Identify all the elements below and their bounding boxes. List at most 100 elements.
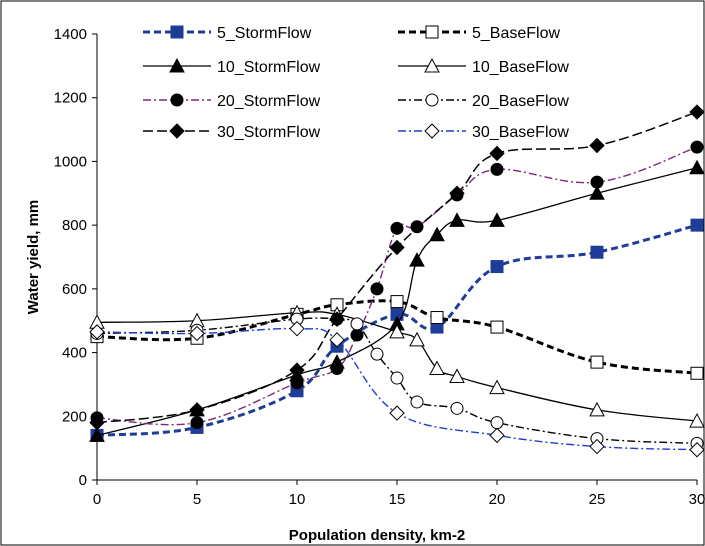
series-line-30-baseflow — [96, 327, 698, 451]
data-point-20-baseflow — [370, 347, 384, 361]
data-point-10-stormflow — [429, 226, 445, 242]
legend-marker-20-baseflow — [425, 93, 439, 107]
data-point-30-stormflow — [289, 362, 305, 378]
legend-marker-5-stormflow — [170, 25, 184, 39]
x-tick-label: 25 — [589, 491, 606, 508]
data-point-5-baseflow — [690, 366, 704, 380]
data-point-20-stormflow — [690, 140, 704, 154]
data-point-10-baseflow — [409, 331, 425, 347]
x-tick-label: 0 — [93, 491, 101, 508]
data-point-10-baseflow — [689, 413, 705, 428]
x-axis-title: Population density, km-2 — [289, 527, 465, 544]
data-point-10-baseflow — [429, 360, 445, 375]
data-point-5-baseflow — [390, 295, 404, 309]
series-10-stormflow — [89, 159, 705, 442]
data-point-30-baseflow — [89, 324, 105, 340]
data-point-10-stormflow — [689, 159, 705, 175]
data-point-20-stormflow — [190, 416, 204, 430]
data-point-10-stormflow — [449, 212, 465, 227]
legend-item-20-baseflow: 20_BaseFlow — [398, 93, 569, 110]
data-point-5-stormflow — [490, 260, 504, 274]
data-point-10-stormflow — [409, 252, 425, 267]
data-point-20-stormflow — [370, 282, 384, 296]
data-point-10-baseflow — [589, 401, 605, 417]
legend-marker-10-baseflow — [424, 57, 440, 73]
data-point-30-baseflow — [389, 405, 405, 421]
data-point-20-stormflow — [590, 175, 604, 189]
y-tick-label: 400 — [62, 345, 87, 362]
data-point-20-baseflow — [410, 395, 424, 409]
x-tick-label: 10 — [289, 491, 306, 508]
data-point-10-stormflow — [589, 185, 605, 200]
x-tick-label: 30 — [689, 491, 705, 508]
legend-item-5-baseflow: 5_BaseFlow — [398, 25, 560, 42]
legend-item-10-baseflow: 10_BaseFlow — [398, 57, 569, 76]
legend-item-10-stormflow: 10_StormFlow — [143, 57, 321, 76]
x-tick-label: 20 — [489, 491, 506, 508]
data-point-30-stormflow — [689, 104, 705, 120]
data-point-20-stormflow — [410, 220, 424, 234]
legend-item-20-stormflow: 20_StormFlow — [143, 93, 321, 110]
y-tick-label: 200 — [62, 408, 87, 425]
legend-marker-30-baseflow — [424, 123, 440, 139]
legend-marker-20-stormflow — [170, 93, 184, 107]
y-tick-label: 600 — [62, 281, 87, 298]
y-tick-label: 800 — [62, 217, 87, 234]
legend-label-5-baseflow: 5_BaseFlow — [472, 25, 560, 42]
series-30-stormflow — [89, 104, 705, 431]
data-point-30-stormflow — [589, 137, 605, 154]
data-point-30-stormflow — [489, 145, 505, 162]
data-point-10-stormflow — [89, 427, 105, 442]
data-point-30-baseflow — [589, 438, 605, 455]
data-point-30-baseflow — [289, 320, 305, 337]
legend-item-5-stormflow: 5_StormFlow — [143, 25, 312, 42]
legend-label-10-stormflow: 10_StormFlow — [217, 59, 321, 76]
y-tick-label: 1000 — [54, 153, 87, 170]
data-point-30-baseflow — [689, 442, 705, 458]
data-point-10-stormflow — [489, 212, 505, 227]
legend-label-30-baseflow: 30_BaseFlow — [472, 124, 569, 141]
x-axis-ticks: 0 5 10 15 20 25 30 — [93, 480, 705, 508]
data-point-10-baseflow — [389, 323, 405, 339]
data-point-30-stormflow — [449, 185, 465, 201]
legend-label-20-stormflow: 20_StormFlow — [217, 93, 321, 110]
series-line-20-baseflow — [96, 317, 698, 445]
y-tick-label: 0 — [79, 472, 87, 489]
data-point-30-stormflow — [389, 239, 405, 256]
legend-label-10-baseflow: 10_BaseFlow — [472, 59, 569, 76]
data-point-20-baseflow — [350, 317, 364, 331]
data-point-20-baseflow — [450, 401, 464, 415]
y-axis-title: Water yield, mm — [25, 200, 42, 314]
legend-marker-10-stormflow — [169, 57, 185, 73]
data-point-30-stormflow — [89, 414, 105, 431]
data-point-5-baseflow — [590, 355, 604, 369]
series-layer — [89, 104, 705, 458]
data-point-20-stormflow — [390, 221, 404, 235]
data-point-30-baseflow — [189, 325, 205, 342]
data-point-5-stormflow — [690, 218, 704, 232]
legend-label-20-baseflow: 20_BaseFlow — [472, 93, 569, 110]
series-line-5-baseflow — [96, 299, 698, 375]
data-point-20-stormflow — [330, 362, 344, 375]
x-tick-label: 5 — [193, 491, 201, 508]
data-point-20-baseflow — [490, 416, 504, 430]
legend-item-30-stormflow: 30_StormFlow — [143, 123, 321, 141]
legend-marker-5-baseflow — [425, 25, 439, 39]
legend-item-30-baseflow: 30_BaseFlow — [398, 123, 569, 141]
series-20-baseflow — [90, 312, 704, 450]
data-point-30-baseflow — [489, 427, 505, 444]
y-tick-label: 1200 — [54, 90, 87, 107]
data-point-20-stormflow — [350, 328, 364, 342]
data-point-20-stormflow — [290, 376, 304, 390]
series-line-20-stormflow — [96, 146, 698, 426]
data-point-30-stormflow — [329, 311, 345, 327]
legend-label-5-stormflow: 5_StormFlow — [217, 25, 312, 42]
x-tick-label: 15 — [389, 491, 406, 508]
data-point-5-baseflow — [490, 320, 504, 334]
data-point-5-stormflow — [590, 245, 604, 259]
data-point-30-baseflow — [329, 332, 345, 348]
data-point-10-baseflow — [449, 368, 465, 383]
